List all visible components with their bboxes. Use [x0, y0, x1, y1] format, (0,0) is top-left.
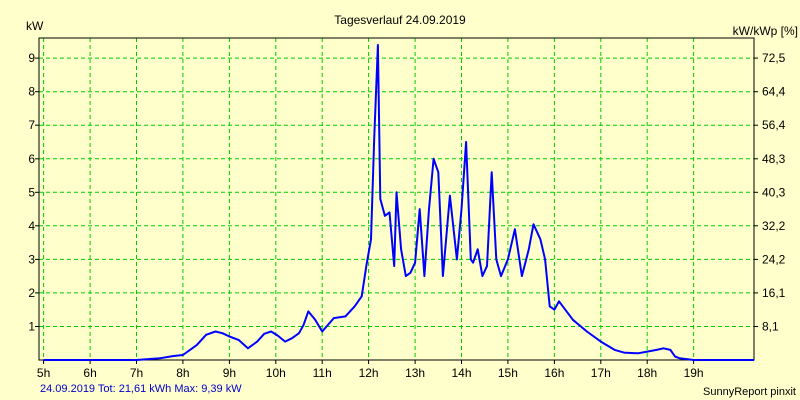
y-axis-left-label: kW	[26, 19, 44, 33]
x-tick-label-0: 5h	[37, 366, 50, 380]
x-tick-label-10: 15h	[498, 366, 518, 380]
y-right-tick-label-4: 40,3	[762, 185, 786, 199]
y-left-tick-label-6: 7	[28, 118, 35, 132]
y-axis-right-label: kW/kWp [%]	[733, 24, 798, 38]
x-tick-label-9: 14h	[451, 366, 471, 380]
y-left-tick-label-5: 6	[28, 152, 35, 166]
series-line-0	[43, 44, 754, 361]
x-tick-label-11: 16h	[544, 366, 564, 380]
y-left-tick-label-0: 1	[28, 320, 35, 334]
x-tick-label-3: 8h	[176, 366, 189, 380]
x-tick-label-2: 7h	[130, 366, 143, 380]
y-left-tick-label-7: 8	[28, 85, 35, 99]
x-tick-label-7: 12h	[359, 366, 379, 380]
series-group	[43, 44, 754, 361]
y-right-tick-label-6: 56,4	[762, 118, 786, 132]
y-right-tick-label-0: 8,1	[762, 320, 779, 334]
x-tick-label-6: 11h	[313, 366, 332, 380]
y-left-tick-label-8: 9	[28, 51, 35, 65]
y-left-tick-label-1: 2	[28, 286, 35, 300]
y-right-tick-label-3: 32,2	[762, 219, 786, 233]
y-right-tick-label-5: 48,3	[762, 152, 786, 166]
y-right-tick-label-2: 24,2	[762, 252, 786, 266]
y-axis-right-ticks: 8,1 16,1 24,2 32,2 40,3 48,3 56,4 64,4 72,5	[754, 51, 786, 334]
y-axis-left-ticks: 1 2 3 4 5 6 7 8 9	[28, 51, 39, 334]
y-right-tick-label-8: 72,5	[762, 51, 786, 65]
x-tick-label-12: 17h	[591, 366, 611, 380]
chart-title: Tagesverlauf 24.09.2019	[334, 13, 466, 27]
y-right-tick-label-1: 16,1	[762, 286, 786, 300]
footer-summary: 24.09.2019 Tot: 21,61 kWh Max: 9,39 kW	[40, 383, 242, 395]
x-tick-label-14: 19h	[684, 366, 704, 380]
footer-brand: SunnyReport pinxit	[703, 386, 796, 398]
y-right-tick-label-7: 64,4	[762, 85, 786, 99]
y-left-tick-label-4: 5	[28, 185, 35, 199]
x-tick-label-1: 6h	[83, 366, 96, 380]
grid-lines	[39, 38, 754, 360]
x-tick-label-4: 9h	[223, 366, 236, 380]
y-left-tick-label-2: 3	[28, 252, 35, 266]
x-tick-label-13: 18h	[637, 366, 657, 380]
plot-frame	[38, 37, 755, 361]
y-left-tick-label-3: 4	[28, 219, 35, 233]
x-axis-ticks: 5h 6h 7h 8h 9h 10h 11h 12h 13h 14h 15h 16h 17h 18h 19h	[37, 360, 704, 380]
x-tick-label-8: 13h	[405, 366, 425, 380]
x-tick-label-5: 10h	[266, 366, 286, 380]
